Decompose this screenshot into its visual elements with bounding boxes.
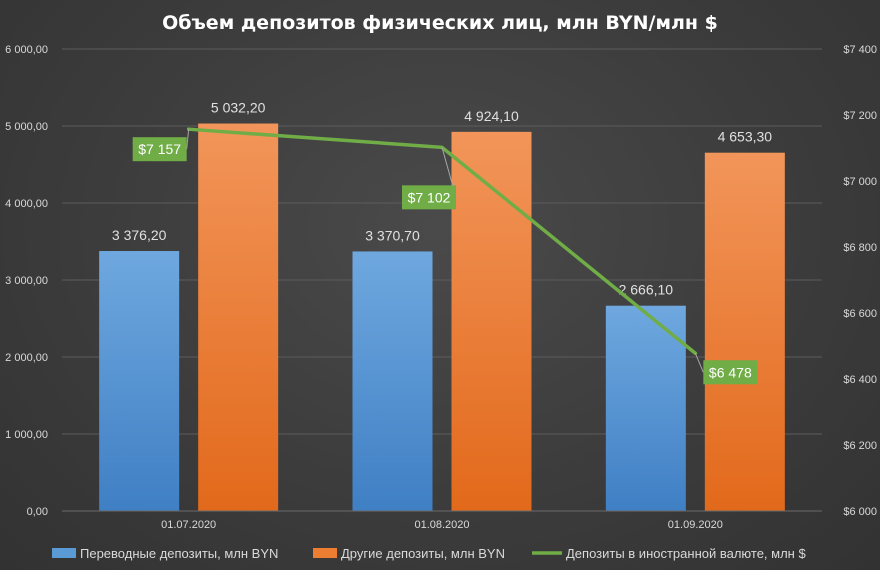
legend-label: Переводные депозиты, млн BYN (80, 546, 278, 561)
bar-transfer-deposits (605, 305, 686, 511)
y-left-tick-label: 3 000,00 (5, 275, 48, 287)
bar-value-label: 5 032,20 (211, 100, 266, 116)
bar-value-label: 3 370,70 (365, 227, 420, 243)
y-right-tick-label: $6 600 (843, 308, 877, 320)
y-left-tick-label: 1 000,00 (5, 429, 48, 441)
callout-leader-line (694, 353, 704, 373)
y-left-tick-label: 5 000,00 (5, 121, 48, 133)
callout-leader-line (186, 129, 190, 150)
callout-value-label: $7 102 (408, 189, 451, 205)
bar-value-label: 2 666,10 (619, 282, 674, 298)
legend: Переводные депозиты, млн BYN Другие депоз… (52, 546, 806, 561)
legend-label: Другие депозиты, млн BYN (341, 546, 505, 561)
y-left-tick-label: 6 000,00 (5, 44, 48, 56)
y-left-tick-label: 2 000,00 (5, 352, 48, 364)
callout-value-label: $7 157 (138, 141, 181, 157)
legend-swatch (52, 548, 76, 558)
bar-value-label: 4 924,10 (464, 108, 519, 124)
x-category-label: 01.08.2020 (414, 519, 469, 531)
bar-value-label: 3 376,20 (112, 227, 167, 243)
y-right-tick-label: $7 000 (843, 176, 877, 188)
line-series: $7 157 $7 102 $6 478 (132, 127, 758, 385)
bars (99, 123, 785, 511)
y-left-tick-label: 4 000,00 (5, 198, 48, 210)
callout-box (703, 360, 758, 385)
bar-transfer-deposits (99, 251, 180, 511)
y-right-tick-label: $7 400 (843, 44, 877, 56)
bar-other-deposits (451, 131, 532, 511)
y-right-tick-label: $6 000 (843, 506, 877, 518)
y-right-tick-label: $6 400 (843, 374, 877, 386)
callout-value-label: $6 478 (709, 364, 752, 380)
bar-other-deposits (198, 123, 279, 511)
bar-value-label: 4 653,30 (718, 129, 773, 145)
y-right-tick-label: $7 200 (843, 110, 877, 122)
chart-title: Объем депозитов физических лиц, млн BYN/… (162, 12, 718, 34)
bar-value-labels: 3 376,20 5 032,20 3 370,70 4 924,10 2 666,10… (112, 100, 772, 298)
bar-other-deposits (704, 152, 785, 511)
axes: 0,00 1 000,00 2 000,00 3 000,00 4 000,00 5 00… (5, 44, 877, 531)
callout-box (402, 185, 456, 210)
y-left-tick-label: 0,00 (27, 506, 48, 518)
legend-label: Депозиты в иностранной валюте, млн $ (566, 546, 806, 561)
x-category-label: 01.09.2020 (668, 519, 723, 531)
bar-transfer-deposits (352, 251, 433, 511)
legend-swatch (313, 548, 337, 558)
y-right-tick-label: $6 200 (843, 440, 877, 452)
callout-box (132, 137, 187, 162)
x-category-label: 01.07.2020 (161, 519, 216, 531)
y-right-tick-label: $6 800 (843, 242, 877, 254)
